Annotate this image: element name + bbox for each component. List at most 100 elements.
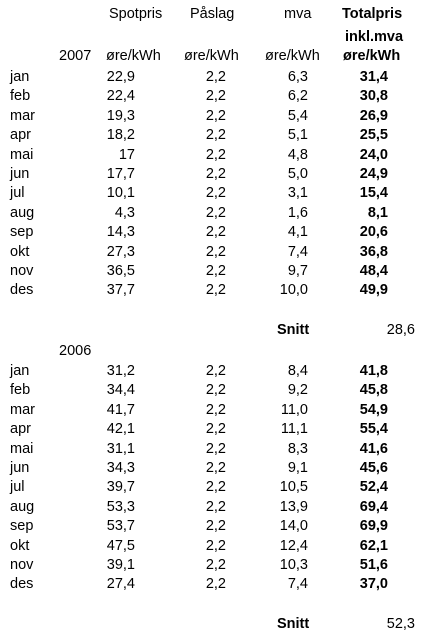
spotpris-cell: 17 [118, 147, 135, 163]
month-cell: nov [10, 557, 34, 573]
paslag-cell: 2,2 [205, 205, 226, 221]
month-cell: mar [10, 402, 35, 418]
month-cell: mar [10, 108, 35, 124]
paslag-cell: 2,2 [205, 127, 226, 143]
year-label: 2006 [59, 343, 92, 359]
paslag-cell: 2,2 [205, 479, 226, 495]
totalpris-cell: 48,4 [359, 263, 388, 279]
spotpris-cell: 27,4 [106, 576, 135, 592]
totalpris-cell: 62,1 [359, 538, 388, 554]
paslag-cell: 2,2 [205, 244, 226, 260]
spotpris-cell: 31,2 [106, 363, 135, 379]
month-cell: jan [10, 69, 30, 85]
paslag-cell: 2,2 [205, 441, 226, 457]
spotpris-cell: 36,5 [106, 263, 135, 279]
mva-cell: 8,4 [287, 363, 308, 379]
paslag-cell: 2,2 [205, 185, 226, 201]
month-cell: aug [10, 499, 35, 515]
paslag-cell: 2,2 [205, 69, 226, 85]
spotpris-cell: 53,7 [106, 518, 135, 534]
paslag-cell: 2,2 [205, 88, 226, 104]
totalpris-cell: 25,5 [359, 127, 388, 143]
totalpris-cell: 20,6 [359, 224, 388, 240]
average-label: Snitt [277, 616, 310, 632]
totalpris-cell: 45,8 [359, 382, 388, 398]
paslag-cell: 2,2 [205, 147, 226, 163]
spotpris-cell: 37,7 [106, 282, 135, 298]
totalpris-cell: 26,9 [359, 108, 388, 124]
spotpris-cell: 34,4 [106, 382, 135, 398]
totalpris-cell: 15,4 [359, 185, 388, 201]
totalpris-cell: 8,1 [367, 205, 388, 221]
paslag-cell: 2,2 [205, 538, 226, 554]
paslag-cell: 2,2 [205, 576, 226, 592]
paslag-cell: 2,2 [205, 402, 226, 418]
mva-cell: 7,4 [287, 576, 308, 592]
header-inkl-mva: inkl.mva [345, 29, 404, 45]
month-cell: aug [10, 205, 35, 221]
month-cell: sep [10, 224, 34, 240]
month-cell: apr [10, 127, 31, 143]
totalpris-cell: 31,4 [359, 69, 388, 85]
month-cell: feb [10, 382, 31, 398]
month-cell: jun [10, 166, 30, 182]
spotpris-cell: 27,3 [106, 244, 135, 260]
unit-spotpris: øre/kWh [106, 48, 161, 64]
spotpris-cell: 47,5 [106, 538, 135, 554]
mva-cell: 5,1 [287, 127, 308, 143]
paslag-cell: 2,2 [205, 499, 226, 515]
mva-cell: 11,0 [280, 402, 308, 418]
month-cell: jan [10, 363, 30, 379]
header-spotpris: Spotpris [109, 6, 163, 22]
paslag-cell: 2,2 [205, 421, 226, 437]
spotpris-cell: 10,1 [106, 185, 135, 201]
mva-cell: 3,1 [287, 185, 308, 201]
spotpris-cell: 17,7 [106, 166, 135, 182]
month-cell: jun [10, 460, 30, 476]
spotpris-cell: 34,3 [106, 460, 135, 476]
header-paslag: Påslag [190, 6, 235, 22]
mva-cell: 4,1 [287, 224, 308, 240]
totalpris-cell: 52,4 [359, 479, 388, 495]
mva-cell: 5,0 [287, 166, 308, 182]
month-cell: feb [10, 88, 31, 104]
mva-cell: 11,1 [280, 421, 308, 437]
month-cell: nov [10, 263, 34, 279]
header-mva: mva [284, 6, 312, 22]
spotpris-cell: 19,3 [106, 108, 135, 124]
spotpris-cell: 22,9 [106, 69, 135, 85]
totalpris-cell: 30,8 [359, 88, 388, 104]
paslag-cell: 2,2 [205, 382, 226, 398]
mva-cell: 12,4 [279, 538, 308, 554]
mva-cell: 10,0 [279, 282, 308, 298]
totalpris-cell: 54,9 [359, 402, 388, 418]
month-cell: mai [10, 441, 34, 457]
spotpris-cell: 39,1 [106, 557, 135, 573]
totalpris-cell: 36,8 [359, 244, 388, 260]
average-value: 28,6 [386, 322, 415, 338]
paslag-cell: 2,2 [205, 108, 226, 124]
spotpris-cell: 4,3 [114, 205, 135, 221]
mva-cell: 9,2 [287, 382, 308, 398]
mva-cell: 14,0 [279, 518, 308, 534]
month-cell: okt [10, 538, 30, 554]
spotpris-cell: 31,1 [106, 441, 135, 457]
mva-cell: 5,4 [287, 108, 308, 124]
month-cell: okt [10, 244, 30, 260]
totalpris-cell: 69,9 [359, 518, 388, 534]
totalpris-cell: 41,8 [359, 363, 388, 379]
month-cell: jul [10, 185, 25, 201]
month-cell: des [10, 282, 34, 298]
mva-cell: 6,2 [287, 88, 308, 104]
totalpris-cell: 41,6 [359, 441, 388, 457]
paslag-cell: 2,2 [205, 282, 226, 298]
mva-cell: 10,5 [279, 479, 308, 495]
totalpris-cell: 37,0 [359, 576, 388, 592]
mva-cell: 4,8 [287, 147, 308, 163]
mva-cell: 1,6 [287, 205, 308, 221]
month-cell: mai [10, 147, 34, 163]
mva-cell: 7,4 [287, 244, 308, 260]
totalpris-cell: 69,4 [359, 499, 388, 515]
totalpris-cell: 55,4 [359, 421, 388, 437]
average-label: Snitt [277, 322, 310, 338]
